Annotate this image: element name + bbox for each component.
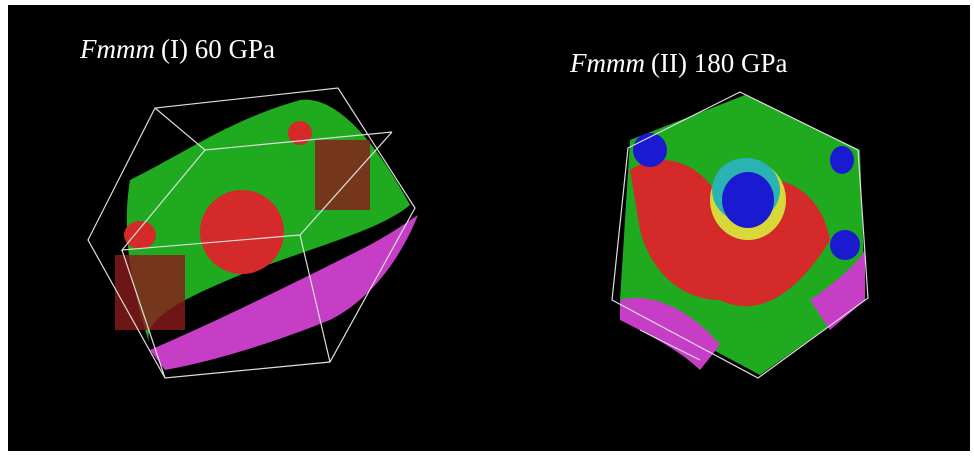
red-dots bbox=[315, 140, 370, 210]
blue-pocket bbox=[830, 230, 860, 260]
blue-pocket bbox=[633, 133, 667, 167]
red-pocket bbox=[124, 221, 156, 249]
red-dots bbox=[115, 255, 185, 330]
panel-caption: Fmmm(I) 60 GPa bbox=[79, 34, 275, 64]
blue-pocket bbox=[722, 172, 774, 228]
figure: Fmmm(I) 60 GPa Fmmm(II) 180 GPa bbox=[0, 0, 974, 456]
blue-pocket bbox=[830, 146, 854, 174]
panel-label: (I) 60 GPa bbox=[161, 34, 275, 64]
space-group: Fmmm bbox=[569, 48, 645, 78]
page: Fmmm(I) 60 GPa Fmmm(II) 180 GPa (() => {… bbox=[0, 0, 974, 456]
space-group: Fmmm bbox=[79, 34, 155, 64]
panel-caption: Fmmm(II) 180 GPa bbox=[569, 48, 787, 78]
red-pocket bbox=[200, 190, 284, 274]
panel-label: (II) 180 GPa bbox=[651, 48, 787, 78]
